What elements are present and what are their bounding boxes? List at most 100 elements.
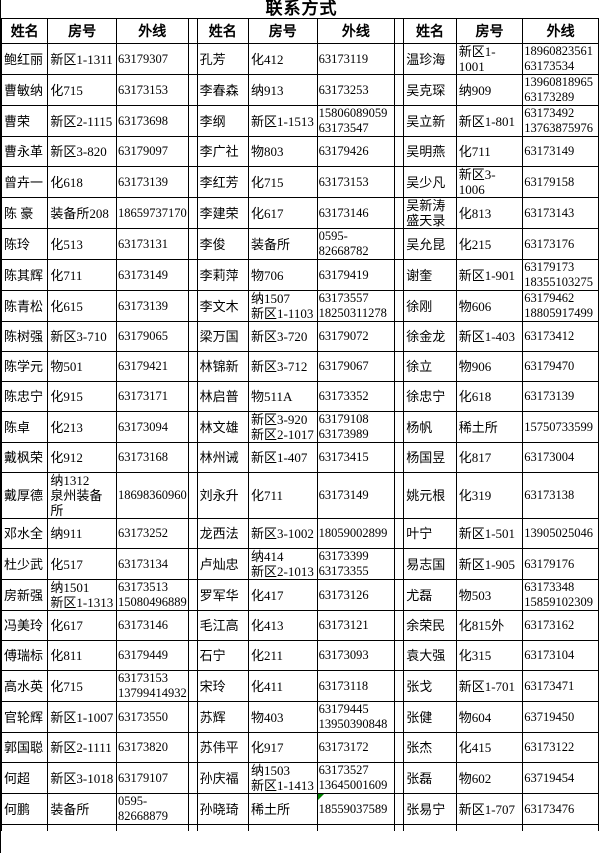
- room-cell: 新区1-801: [455, 105, 524, 137]
- phone-value: 63173143: [524, 205, 575, 220]
- phone-value: 63173139: [524, 389, 575, 403]
- table-row: 郭国聪 新区2-1111 63173820 苏伟平 化917 63173172 张杰 化415…: [1, 732, 599, 763]
- phone-cell: 15750733599: [522, 411, 599, 443]
- name-cell: 叶宁: [403, 518, 457, 549]
- phone-cell: 63173171: [115, 381, 189, 412]
- phone-cell: 63173476: [522, 793, 599, 825]
- phone-cell: 63173104: [522, 640, 599, 671]
- phone-value: 63173527 13645001609: [318, 763, 388, 793]
- phone-cell: 63173399 63173355: [316, 548, 396, 580]
- phone-cell: 63173153: [115, 74, 189, 106]
- room-cell: 装备所208: [47, 197, 117, 229]
- phone-value: 63173146: [117, 618, 168, 632]
- room-cell: 化715: [248, 166, 318, 198]
- spacer-cell: [394, 732, 405, 763]
- header-cell: 姓名: [196, 18, 250, 44]
- phone-value: 63173149: [318, 488, 369, 502]
- phone-value: 63179108 63173989: [318, 412, 369, 442]
- name-cell: 林启普: [196, 381, 250, 412]
- name-cell: 吴允昆: [403, 228, 457, 260]
- name-cell: 林州诫: [196, 442, 250, 473]
- room-cell: 新区1-1001: [455, 43, 524, 75]
- name-cell: 李红芳: [196, 166, 250, 198]
- phone-cell: 63173143: [522, 197, 599, 229]
- name-cell: 戴厚德: [1, 472, 49, 519]
- header-cell: 姓名: [403, 18, 457, 44]
- phone-value: 63179307: [117, 51, 168, 66]
- phone-value: 63173399 63173355: [318, 549, 369, 579]
- phone-cell: 63173122: [522, 732, 599, 763]
- phone-value: 0595-82668782: [318, 229, 369, 259]
- room-cell: 化715: [47, 74, 117, 106]
- room-cell: 新区1-707: [455, 793, 524, 825]
- name-cell: 官轮辉: [1, 701, 49, 733]
- name-cell: 陈卓: [1, 411, 49, 443]
- phone-cell: 63173527 13645001609: [316, 762, 396, 794]
- name-cell: 徐立: [403, 351, 457, 382]
- table-row: 傅瑞标 化811 63179449 石宁 化211 63173093 袁大强 化315 6317…: [1, 640, 599, 671]
- room-cell: 纳909: [455, 74, 524, 106]
- name-cell: 谢奎: [403, 259, 457, 291]
- phone-cell: 63179097: [115, 136, 189, 167]
- name-cell: 邓水全: [1, 518, 49, 549]
- phone-cell: 63173093: [316, 640, 396, 671]
- room-cell: 化413: [248, 610, 318, 641]
- phone-cell: 63173004: [522, 442, 599, 473]
- name-cell: 孔芳: [196, 43, 250, 75]
- phone-value: 63173550: [117, 709, 168, 724]
- spacer-cell: [394, 762, 405, 794]
- room-cell: 物501: [47, 351, 117, 382]
- room-cell: 化319: [455, 472, 524, 519]
- phone-value: 63179470: [524, 359, 575, 373]
- table-row: 曾卉一 化618 63173139 李红芳 化715 63173153 吴少凡 新区3-100…: [1, 166, 599, 198]
- room-cell: 物511A: [248, 381, 318, 412]
- spacer-cell: [394, 43, 405, 75]
- room-cell: 物403: [248, 701, 318, 733]
- spacer-cell: [187, 824, 198, 831]
- phone-cell: 63173162: [522, 610, 599, 641]
- name-cell: 温珍海: [403, 43, 457, 75]
- phone-cell: [522, 824, 599, 831]
- phone-value: 63173557 18250311278: [318, 291, 387, 321]
- phone-cell: 63179108 63173989: [316, 411, 396, 443]
- phone-cell: [316, 824, 396, 831]
- phone-value: 63173118: [318, 678, 369, 693]
- room-cell: 装备所: [47, 793, 117, 825]
- phone-cell: 13905025046: [522, 518, 599, 549]
- phone-value: 63173149: [524, 144, 575, 158]
- phone-cell: 18698360960: [115, 472, 189, 519]
- name-cell: 吴少凡: [403, 166, 457, 198]
- phone-cell: 13960818965 63173289: [522, 74, 599, 106]
- room-cell: 新区3-1002: [248, 518, 318, 549]
- phone-value: 63173139: [117, 298, 168, 313]
- name-cell: 傅瑞标: [1, 640, 49, 671]
- room-cell: 化711: [47, 259, 117, 291]
- phone-cell: 63179307: [115, 43, 189, 75]
- phone-cell: 63173094: [115, 411, 189, 443]
- header-cell: 外线: [522, 18, 599, 44]
- spacer-cell: [187, 197, 198, 229]
- spacer-cell: [394, 579, 405, 611]
- room-cell: 化517: [47, 548, 117, 580]
- phone-value: 63173131: [117, 236, 168, 251]
- phone-cell: 63173149: [522, 136, 599, 167]
- spacer-cell: [394, 74, 405, 106]
- table-row: 何鹏 装备所 0595- 82668879 孙晓琦 稀土所 18559037589 张易宁新…: [1, 793, 599, 825]
- spacer-cell: [394, 472, 405, 519]
- room-cell: 新区3-710: [47, 321, 117, 352]
- header-cell: 外线: [316, 18, 396, 44]
- phone-value: 63173134: [117, 556, 168, 571]
- phone-value: 63173094: [117, 419, 168, 434]
- name-cell: 孙晓琦: [196, 793, 250, 825]
- phone-cell: 18960823561 63173534: [522, 43, 599, 75]
- table-row: 鲍红丽 新区1-1311 63179307 孔芳 化412 63173119 温珍海 新区1-…: [1, 43, 599, 75]
- room-cell: 化615: [47, 290, 117, 322]
- phone-value: 63173820: [117, 740, 168, 754]
- table-row: 邓水全 纳911 63173252 龙西法 新区3-1002 18059002899 叶宁新…: [1, 518, 599, 549]
- spacer-cell: [394, 411, 405, 443]
- room-cell: [455, 824, 524, 831]
- room-cell: 新区2-1111: [47, 732, 117, 763]
- room-cell: 化711: [455, 136, 524, 167]
- phone-cell: [115, 824, 189, 831]
- phone-value: 63173122: [524, 740, 575, 754]
